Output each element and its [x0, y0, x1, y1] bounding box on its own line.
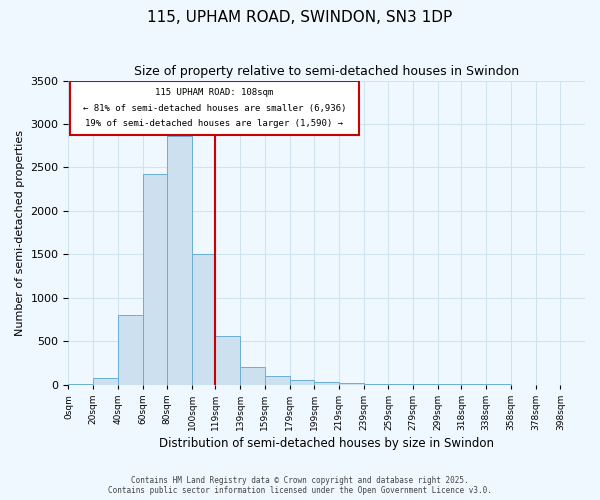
- Bar: [265, 376, 290, 384]
- Bar: [192, 254, 215, 384]
- FancyBboxPatch shape: [70, 82, 359, 136]
- Bar: [339, 383, 364, 384]
- Bar: [290, 380, 314, 384]
- Y-axis label: Number of semi-detached properties: Number of semi-detached properties: [15, 130, 25, 336]
- Text: 115, UPHAM ROAD, SWINDON, SN3 1DP: 115, UPHAM ROAD, SWINDON, SN3 1DP: [148, 10, 452, 25]
- X-axis label: Distribution of semi-detached houses by size in Swindon: Distribution of semi-detached houses by …: [159, 437, 494, 450]
- Bar: [118, 315, 143, 384]
- Bar: [167, 136, 192, 384]
- Text: 19% of semi-detached houses are larger (1,590) →: 19% of semi-detached houses are larger (…: [85, 119, 343, 128]
- Text: Contains HM Land Registry data © Crown copyright and database right 2025.
Contai: Contains HM Land Registry data © Crown c…: [108, 476, 492, 495]
- Bar: [215, 336, 240, 384]
- Bar: [93, 378, 118, 384]
- Text: 115 UPHAM ROAD: 108sqm: 115 UPHAM ROAD: 108sqm: [155, 88, 274, 98]
- Bar: [314, 382, 339, 384]
- Bar: [143, 174, 167, 384]
- Title: Size of property relative to semi-detached houses in Swindon: Size of property relative to semi-detach…: [134, 65, 519, 78]
- Bar: [240, 368, 265, 384]
- Text: ← 81% of semi-detached houses are smaller (6,936): ← 81% of semi-detached houses are smalle…: [83, 104, 346, 113]
